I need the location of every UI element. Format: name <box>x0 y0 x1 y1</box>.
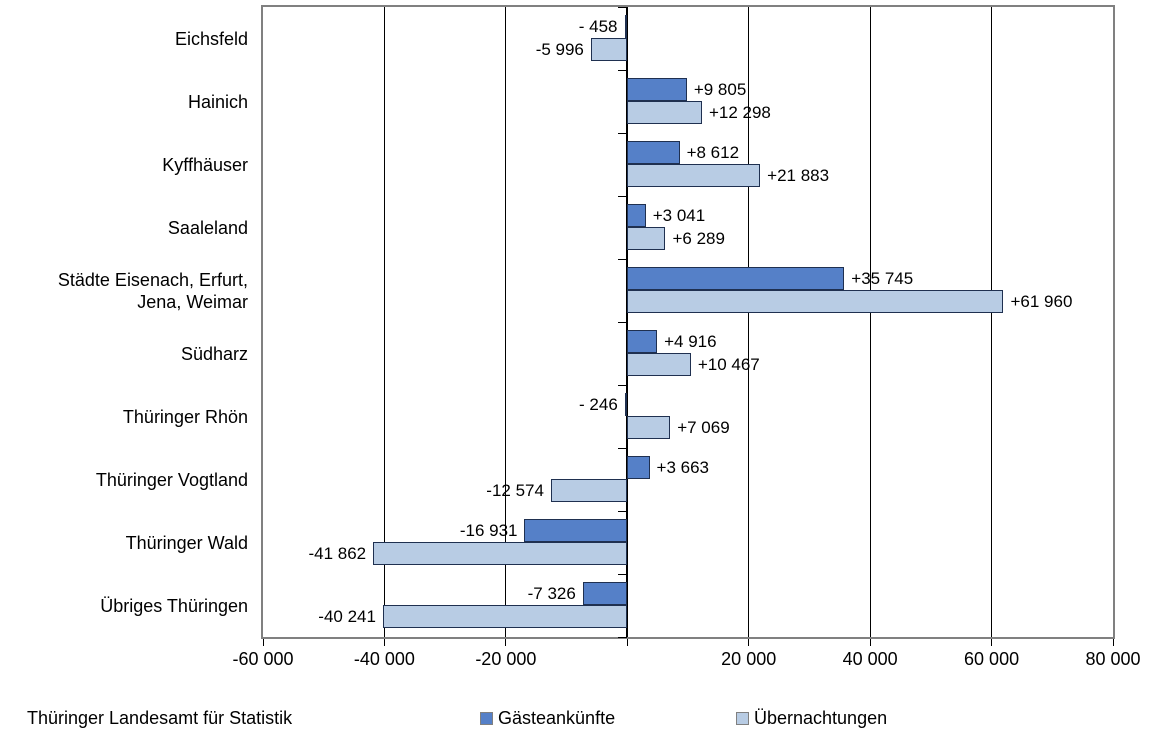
bar <box>524 519 628 542</box>
x-axis-tick <box>748 639 750 646</box>
category-tick <box>618 258 628 260</box>
category-label: Kyffhäuser <box>162 154 248 175</box>
x-axis-tick <box>505 639 507 646</box>
x-axis-tick-label: 80 000 <box>1085 649 1141 669</box>
x-axis-tick <box>991 639 993 646</box>
bar-value-label: +61 960 <box>1010 291 1073 311</box>
x-axis-tick <box>869 639 871 646</box>
category-tick <box>618 6 628 8</box>
bar <box>373 542 628 565</box>
legend-swatch-uebernachtungen-icon <box>736 711 749 725</box>
bar-value-label: -41 862 <box>308 543 367 563</box>
gridline <box>505 7 507 637</box>
bar <box>627 78 687 101</box>
gridline <box>869 7 871 637</box>
x-axis-tick-label: 60 000 <box>964 649 1020 669</box>
x-axis-tick <box>626 639 628 646</box>
bar <box>627 456 650 479</box>
bar-value-label: +6 289 <box>672 228 725 248</box>
category-label: Hainich <box>187 91 248 112</box>
x-axis-tick-label: -20 000 <box>475 649 537 669</box>
legend-swatch-gaesteankuenfte-icon <box>480 711 493 725</box>
bar <box>627 267 845 290</box>
category-tick <box>618 132 628 134</box>
bar-value-label: -5 996 <box>535 39 584 59</box>
category-tick <box>618 384 628 386</box>
legend-item-gaesteankuenfte: Gästeankünfte <box>480 707 615 729</box>
legend-item-uebernachtungen: Übernachtungen <box>736 707 887 729</box>
bar-value-label: +9 805 <box>693 79 747 99</box>
bar <box>627 290 1004 313</box>
bar-value-label: +10 467 <box>697 354 760 374</box>
bar <box>382 605 628 628</box>
category-label: Thüringer Wald <box>125 532 248 553</box>
category-tick <box>618 69 628 71</box>
x-axis-tick <box>262 639 264 646</box>
bar-value-label: +21 883 <box>767 165 830 185</box>
bar-value-label: - 246 <box>579 394 618 414</box>
zero-axis-line <box>626 7 629 637</box>
bar-value-label: -7 326 <box>527 583 576 603</box>
category-label: Thüringer Rhön <box>122 406 248 427</box>
bar <box>624 393 628 416</box>
x-axis-tick <box>383 639 385 646</box>
legend-label-gaesteankuenfte: Gästeankünfte <box>498 708 616 728</box>
category-label: Südharz <box>180 343 248 364</box>
legend: Gästeankünfte Übernachtungen <box>0 707 1157 731</box>
bar <box>550 479 628 502</box>
bar <box>627 227 666 250</box>
x-axis-tick-label: -40 000 <box>353 649 415 669</box>
category-tick <box>618 321 628 323</box>
category-label: Thüringer Vogtland <box>95 469 248 490</box>
category-label: Übriges Thüringen <box>100 595 248 616</box>
gridline <box>991 7 993 637</box>
category-label: Saaleland <box>167 217 248 238</box>
bar-value-label: - 458 <box>578 16 618 36</box>
bar-value-label: +3 041 <box>652 205 706 225</box>
bar <box>627 141 680 164</box>
category-tick <box>618 636 628 638</box>
category-tick <box>618 510 628 512</box>
bar <box>627 101 702 124</box>
bar <box>627 330 658 353</box>
bar-value-label: +4 916 <box>664 331 717 351</box>
bar <box>627 353 691 376</box>
x-axis-tick-label: -60 000 <box>232 649 294 669</box>
bar-value-label: -40 241 <box>318 606 376 626</box>
bar-value-label: -16 931 <box>459 520 518 540</box>
category-tick <box>618 447 628 449</box>
bar-value-label: +12 298 <box>708 102 771 122</box>
category-tick <box>618 195 628 197</box>
x-axis-tick-label: 20 000 <box>721 649 777 669</box>
gridline <box>748 7 750 637</box>
bar <box>590 38 628 61</box>
bar <box>627 204 646 227</box>
x-axis-tick <box>1112 639 1114 646</box>
gridline <box>383 7 385 637</box>
bar <box>624 15 628 38</box>
bar <box>582 582 628 605</box>
x-axis-tick-label: 40 000 <box>842 649 898 669</box>
category-label: Eichsfeld <box>174 28 248 49</box>
category-tick <box>618 573 628 575</box>
bar-value-label: -12 574 <box>486 480 544 500</box>
bar-value-label: +3 663 <box>656 457 709 477</box>
bar-value-label: +8 612 <box>686 142 740 162</box>
bar <box>627 164 761 187</box>
source-label: Thüringer Landesamt für Statistik <box>27 708 293 728</box>
bar-value-label: +35 745 <box>851 268 914 288</box>
legend-label-uebernachtungen: Übernachtungen <box>754 708 888 728</box>
bar <box>627 416 671 439</box>
bar-value-label: +7 069 <box>677 417 730 437</box>
category-label: Städte Eisenach, Erfurt, Jena, Weimar <box>57 269 248 312</box>
